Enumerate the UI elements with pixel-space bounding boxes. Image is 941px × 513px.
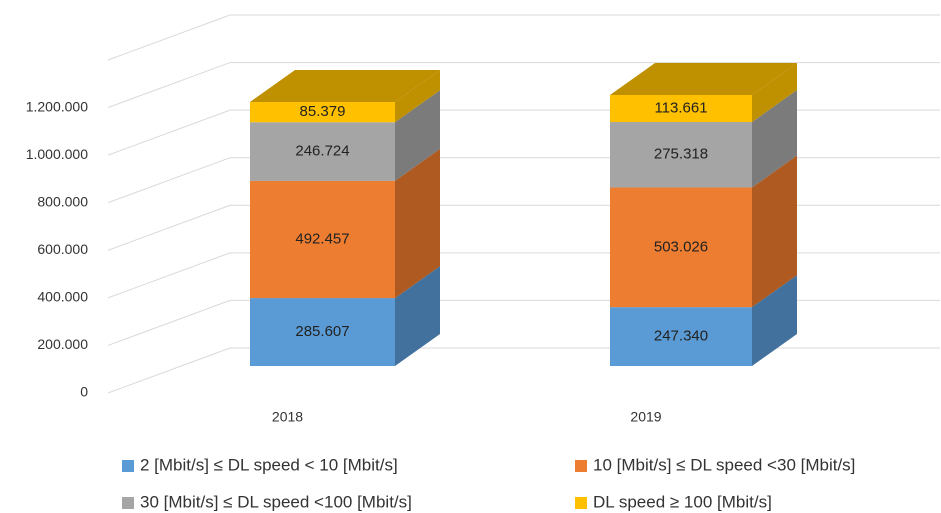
bar-side — [752, 275, 797, 366]
value-label: 85.379 — [300, 103, 346, 120]
grid-line — [107, 252, 940, 299]
bar-side — [395, 90, 440, 181]
bar-top — [250, 69, 440, 102]
legend-swatch — [575, 497, 587, 509]
bar — [610, 94, 752, 123]
grid-line — [107, 299, 940, 346]
bar-side — [395, 148, 440, 299]
bar-side — [395, 69, 440, 123]
value-label: 492.457 — [295, 230, 349, 247]
y-tick-label: 1.000.000 — [26, 146, 88, 162]
y-tick-label: 800.000 — [37, 193, 88, 209]
bar-side — [752, 155, 797, 308]
value-label: 246.724 — [295, 143, 349, 160]
legend-label: 30 [Mbit/s] ≤ DL speed <100 [Mbit/s] — [140, 492, 412, 511]
y-tick-label: 600.000 — [37, 241, 88, 257]
bar — [250, 122, 395, 181]
value-label: 247.340 — [654, 328, 708, 345]
legend-swatch — [122, 497, 134, 509]
grid-line — [107, 109, 940, 156]
bar — [250, 101, 395, 123]
grid-line — [107, 157, 940, 204]
legend-label: DL speed ≥ 100 [Mbit/s] — [593, 492, 772, 511]
bar — [610, 187, 752, 308]
y-tick-label: 1.200.000 — [26, 98, 88, 114]
bar — [250, 298, 395, 366]
legend-swatch — [122, 460, 134, 472]
grid-line — [107, 62, 940, 109]
y-tick-label: 400.000 — [37, 289, 88, 305]
y-tick-label: 0 — [80, 384, 88, 400]
bar — [610, 122, 752, 188]
bar-side — [395, 266, 440, 366]
grid-line — [107, 14, 940, 61]
value-label: 113.661 — [654, 99, 707, 116]
bar-side — [752, 62, 797, 123]
bar — [610, 307, 752, 366]
x-tick-label: 2019 — [630, 409, 661, 425]
legend-swatch — [575, 460, 587, 472]
bar-top — [610, 62, 797, 95]
value-label: 285.607 — [295, 323, 349, 340]
value-label: 275.318 — [654, 146, 708, 163]
legend-label: 2 [Mbit/s] ≤ DL speed < 10 [Mbit/s] — [140, 455, 398, 474]
bar — [250, 180, 395, 299]
y-tick-label: 200.000 — [37, 336, 88, 352]
grid-line — [107, 347, 940, 394]
legend-label: 10 [Mbit/s] ≤ DL speed <30 [Mbit/s] — [593, 455, 855, 474]
bar-side — [752, 90, 797, 188]
value-label: 503.026 — [654, 238, 708, 255]
grid-line — [107, 204, 940, 251]
x-tick-label: 2018 — [272, 409, 303, 425]
